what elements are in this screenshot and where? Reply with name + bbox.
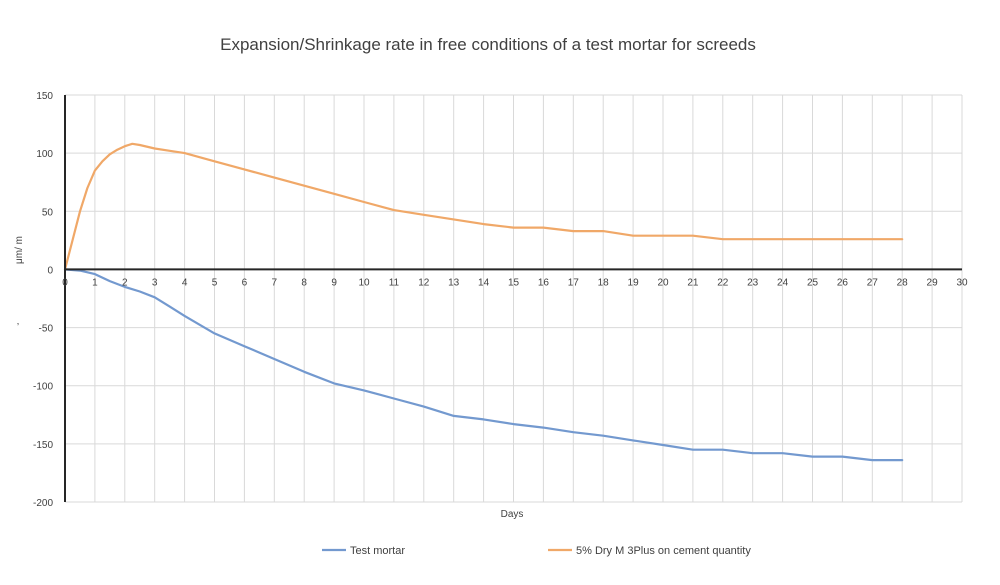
y-tick-label: -150 bbox=[33, 440, 53, 451]
x-axis-label: Days bbox=[501, 509, 524, 520]
x-tick-label: 15 bbox=[508, 277, 520, 288]
legend-label-1: Test mortar bbox=[350, 545, 405, 557]
x-tick-label: 24 bbox=[777, 277, 789, 288]
x-tick-label: 21 bbox=[687, 277, 699, 288]
x-tick-label: 5 bbox=[212, 277, 218, 288]
y-tick-label: -200 bbox=[33, 498, 53, 509]
x-tick-label: 1 bbox=[92, 277, 98, 288]
x-tick-label: 28 bbox=[897, 277, 909, 288]
chart-title: Expansion/Shrinkage rate in free conditi… bbox=[220, 35, 756, 54]
x-tick-label: 22 bbox=[717, 277, 729, 288]
axes bbox=[64, 95, 962, 502]
grid bbox=[64, 94, 963, 503]
x-tick-label: 27 bbox=[867, 277, 879, 288]
x-tick-label: 23 bbox=[747, 277, 759, 288]
x-tick-label: 12 bbox=[418, 277, 430, 288]
y-tick-label: 50 bbox=[42, 207, 54, 218]
x-tick-label: 17 bbox=[568, 277, 580, 288]
y-axis-label: μm/ m bbox=[14, 236, 25, 264]
x-tick-label: 3 bbox=[152, 277, 158, 288]
x-tick-label: 26 bbox=[837, 277, 849, 288]
series-line-1 bbox=[63, 268, 904, 462]
x-tick-label: 25 bbox=[807, 277, 819, 288]
series-layer bbox=[63, 142, 904, 462]
x-tick-label: 14 bbox=[478, 277, 490, 288]
tick-labels: 0 1 2 3 4 5 6 7 8 9 10 11 12 13 14 15 16 17 18 19 20 21 22 23 24… bbox=[33, 91, 968, 509]
x-tick-label: 9 bbox=[331, 277, 337, 288]
x-tick-label: 7 bbox=[272, 277, 278, 288]
x-tick-label: 19 bbox=[628, 277, 640, 288]
x-tick-label: 20 bbox=[657, 277, 669, 288]
x-tick-label: 6 bbox=[242, 277, 248, 288]
y-tick-label: 0 bbox=[47, 265, 53, 276]
x-tick-label: 13 bbox=[448, 277, 460, 288]
legend: Test mortar 5% Dry M 3Plus on cement quan… bbox=[322, 545, 751, 557]
x-tick-label: 8 bbox=[301, 277, 307, 288]
y-tick-label: 150 bbox=[36, 91, 53, 102]
y-axis-label-mark: ’ bbox=[17, 322, 19, 333]
y-tick-label: -50 bbox=[39, 324, 54, 335]
x-tick-label: 30 bbox=[956, 277, 968, 288]
legend-label-2: 5% Dry M 3Plus on cement quantity bbox=[576, 545, 751, 557]
y-tick-label: 100 bbox=[36, 149, 53, 160]
x-tick-label: 0 bbox=[62, 277, 68, 288]
x-tick-label: 2 bbox=[122, 277, 128, 288]
x-tick-label: 18 bbox=[598, 277, 610, 288]
x-tick-label: 16 bbox=[538, 277, 550, 288]
x-tick-label: 10 bbox=[358, 277, 370, 288]
x-tick-label: 4 bbox=[182, 277, 188, 288]
series-line-2 bbox=[63, 142, 904, 271]
x-tick-label: 29 bbox=[927, 277, 939, 288]
y-tick-label: -100 bbox=[33, 382, 53, 393]
x-tick-label: 11 bbox=[389, 277, 400, 288]
